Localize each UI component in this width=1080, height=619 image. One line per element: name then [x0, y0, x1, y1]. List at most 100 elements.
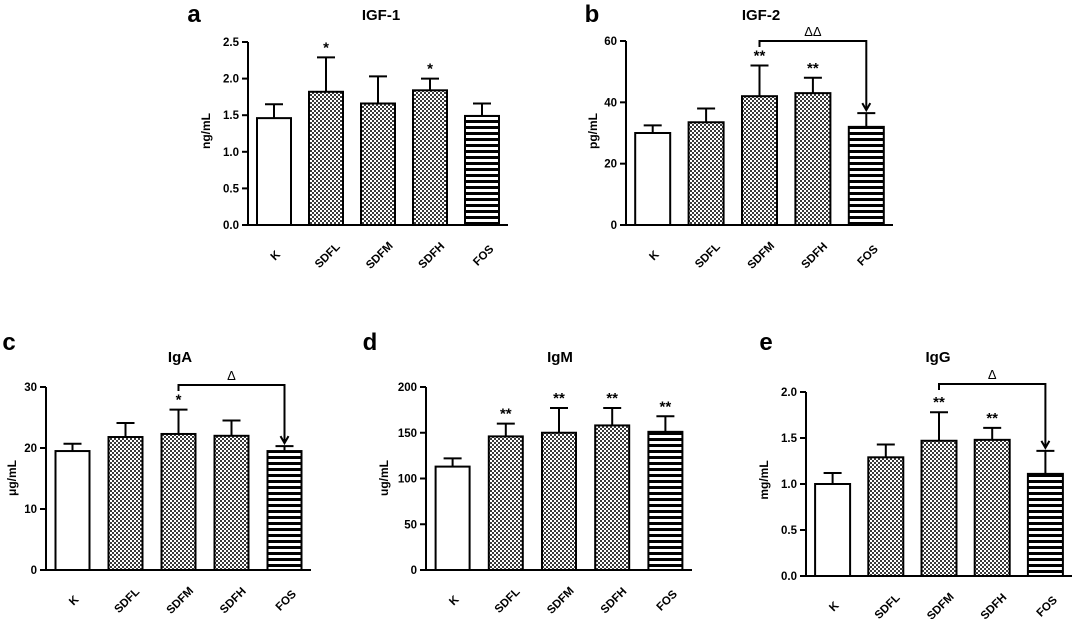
category-label: K [269, 248, 284, 263]
y-tick-label: 0 [611, 220, 617, 232]
category-label: FOS [655, 588, 680, 613]
bar-igf1-fos [464, 114, 500, 226]
comparison-label: Δ [227, 368, 236, 383]
bar-igf2-sdfl [687, 121, 725, 226]
category-label: SDFH [799, 241, 830, 272]
bar-igm-sdfl [487, 435, 524, 571]
comparison-label: Δ [988, 367, 997, 382]
category-label: SDFM [545, 585, 577, 617]
significance-marker: * [323, 39, 329, 56]
category-label: SDFH [218, 586, 249, 617]
bar-igg-sdfh [973, 438, 1011, 577]
comparison-bracket [938, 383, 1047, 448]
y-tick-label: 30 [24, 382, 37, 394]
bar-iga-sdfh [213, 434, 250, 571]
significance-marker: ** [807, 60, 819, 77]
y-tick-label: 2.5 [223, 37, 240, 49]
chart-title-iga: IgA [168, 349, 192, 366]
y-tick-label: 20 [604, 159, 617, 171]
category-label: SDFL [693, 241, 723, 271]
bar-igf2-k [634, 132, 672, 226]
significance-marker: ** [500, 406, 512, 423]
category-label: SDFH [599, 586, 630, 617]
y-tick-label: 50 [404, 519, 417, 531]
panel-letter-b: b [585, 1, 600, 28]
category-label: FOS [1035, 594, 1060, 619]
category-label: FOS [856, 243, 881, 268]
category-label: SDFL [873, 592, 903, 619]
y-tick-label: 0 [31, 565, 37, 577]
panel-c: c IgA μg/mL 0 10 20 30 K SDFL * SDFM SDFH FOS Δ [2, 329, 311, 617]
category-label: FOS [274, 588, 299, 613]
significance-marker: ** [553, 390, 565, 407]
y-tick-label: 10 [24, 504, 37, 516]
category-label: SDFL [313, 241, 343, 271]
panel-letter-e: e [759, 329, 772, 356]
chart-title-igf2: IGF-2 [742, 7, 780, 24]
category-label: SDFL [113, 586, 143, 616]
y-tick-label: 1.5 [781, 433, 798, 445]
y-tick-label: 1.0 [781, 479, 797, 491]
panel-e: e IgG mg/mL 0.0 0.5 1.0 1.5 2.0 K SDFL ** SDFM **… [757, 329, 1072, 619]
comparison-label: ΔΔ [804, 24, 822, 39]
bar-igf1-sdfl [308, 90, 344, 226]
category-label: SDFH [417, 241, 448, 272]
panel-a: a IGF-1 ng/mL 0.0 0.5 1.0 1.5 2.0 2.5 K * SDFL SD… [187, 1, 508, 272]
category-label: SDFM [364, 240, 396, 272]
y-axis-label-igf2: pg/mL [586, 113, 600, 149]
comparison-bracket [177, 384, 286, 444]
significance-marker: * [176, 392, 182, 409]
category-label: SDFL [493, 586, 523, 616]
bar-igg-fos [1026, 472, 1064, 578]
chart-title-igm: IgM [547, 349, 573, 366]
panel-b: b IGF-2 pg/mL 0 20 40 60 K SDFL ** SDFM ** SDFH FO… [585, 1, 893, 272]
y-axis-label-iga: μg/mL [5, 460, 19, 496]
y-tick-label: 20 [24, 443, 37, 455]
significance-marker: ** [754, 48, 766, 65]
y-tick-label: 100 [398, 474, 417, 486]
bar-igg-sdfl [867, 456, 905, 578]
bar-igf2-sdfm [741, 95, 778, 226]
bar-igf1-sdfm [360, 102, 396, 226]
bar-igm-fos [647, 430, 684, 571]
bar-igm-k [434, 465, 471, 572]
bar-igg-sdfm [920, 439, 958, 578]
bar-igm-sdfm [541, 431, 577, 571]
significance-marker: ** [986, 410, 998, 427]
comparison-arrowhead [1040, 440, 1051, 450]
category-label: SDFH [979, 592, 1010, 619]
y-axis-label-igf1: ng/mL [199, 113, 213, 149]
bar-iga-fos [266, 450, 303, 571]
bar-igf2-fos [847, 125, 885, 226]
y-tick-label: 200 [398, 382, 417, 394]
chart-title-igf1: IGF-1 [362, 7, 400, 24]
category-label: SDFM [925, 591, 957, 619]
category-label: FOS [471, 243, 496, 268]
panel-letter-c: c [2, 329, 15, 356]
y-tick-label: 0 [411, 565, 417, 577]
y-tick-label: 0.5 [781, 525, 798, 537]
category-label: K [447, 593, 462, 608]
panel-letter-d: d [363, 329, 378, 356]
y-axis-label-igm: ug/mL [377, 460, 391, 496]
significance-marker: ** [606, 390, 618, 407]
bar-igm-sdfh [594, 424, 631, 571]
y-tick-label: 40 [604, 97, 617, 109]
y-axis-label-igg: mg/mL [757, 460, 771, 499]
y-tick-label: 60 [604, 36, 617, 48]
y-tick-label: 0.0 [781, 571, 797, 583]
y-tick-label: 150 [398, 428, 417, 440]
comparison-bracket [758, 40, 868, 111]
bar-iga-sdfm [160, 432, 197, 571]
y-tick-label: 0.5 [223, 183, 240, 195]
bar-iga-k [54, 450, 91, 571]
comparison-arrowhead [861, 102, 872, 113]
y-tick-label: 1.5 [223, 110, 240, 122]
y-tick-label: 1.0 [223, 147, 239, 159]
category-label: K [67, 593, 82, 608]
bar-igf2-sdfh [794, 92, 832, 226]
category-label: SDFM [746, 240, 778, 272]
y-tick-label: 2.0 [223, 74, 239, 86]
chart-title-igg: IgG [926, 349, 951, 366]
